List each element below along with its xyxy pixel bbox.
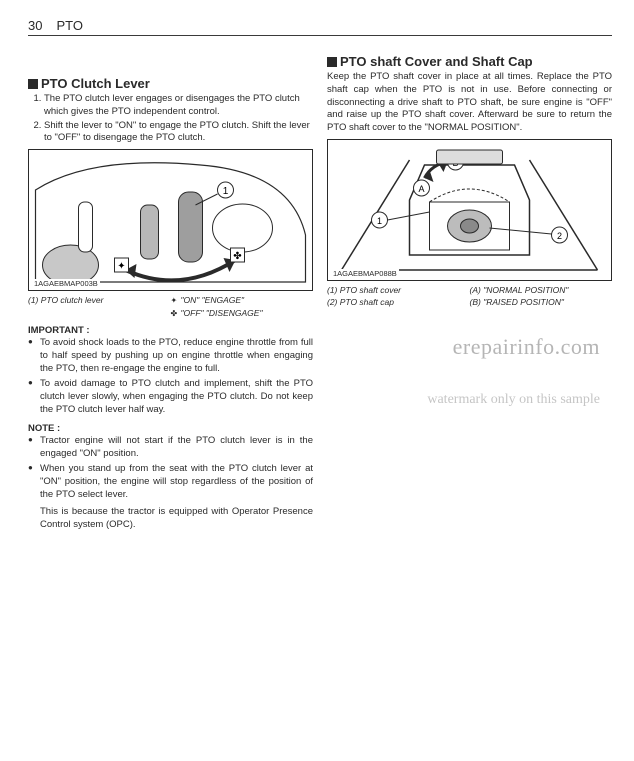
important-heading: IMPORTANT : xyxy=(28,325,313,336)
clover-icon: ✤ xyxy=(171,310,179,318)
figure-pto-cover: A B 1 2 1AGAEBMAP088B xyxy=(327,139,612,281)
note-heading: NOTE : xyxy=(28,423,313,434)
page-header: 30 PTO xyxy=(28,18,612,36)
legend-item: (B) "RAISED POSITION" xyxy=(470,296,613,308)
note-continuation: This is because the tractor is equipped … xyxy=(40,506,313,532)
clover-icon: ✦ xyxy=(171,297,179,305)
figure-pto-cover-svg: A B 1 2 xyxy=(328,140,611,280)
section-title-pto-cover: PTO shaft Cover and Shaft Cap xyxy=(327,54,612,69)
left-column: PTO Clutch Lever The PTO clutch lever en… xyxy=(28,54,313,531)
page: 30 PTO PTO Clutch Lever The PTO clutch l… xyxy=(0,0,634,531)
figure-legend: (1) PTO shaft cover (A) "NORMAL POSITION… xyxy=(327,284,612,309)
section-title-pto-clutch: PTO Clutch Lever xyxy=(28,76,313,91)
square-bullet-icon xyxy=(28,79,38,89)
figure-code: 1AGAEBMAP003B xyxy=(32,279,100,288)
square-bullet-icon xyxy=(327,57,337,67)
note-item: When you stand up from the seat with the… xyxy=(40,463,313,501)
figure-pto-clutch-svg: ✦ ✤ 1 xyxy=(29,150,312,290)
svg-text:1: 1 xyxy=(223,186,229,197)
important-item: To avoid damage to PTO clutch and implem… xyxy=(40,378,313,416)
figure-pto-clutch: ✦ ✤ 1 1AGAEBMAP003B xyxy=(28,149,313,291)
figure-legend: (1) PTO clutch lever ✦"ON" "ENGAGE" ✤"OF… xyxy=(28,294,313,319)
step-item: Shift the lever to "ON" to engage the PT… xyxy=(44,120,313,146)
note-item: Tractor engine will not start if the PTO… xyxy=(40,435,313,461)
important-item: To avoid shock loads to the PTO, reduce … xyxy=(40,337,313,375)
steps-list: The PTO clutch lever engages or disengag… xyxy=(28,93,313,145)
svg-text:2: 2 xyxy=(557,231,562,241)
note-list: Tractor engine will not start if the PTO… xyxy=(28,435,313,502)
svg-text:A: A xyxy=(418,184,424,194)
page-title: PTO xyxy=(56,18,83,33)
svg-text:✦: ✦ xyxy=(117,261,125,272)
right-column: PTO shaft Cover and Shaft Cap Keep the P… xyxy=(327,54,612,531)
important-list: To avoid shock loads to the PTO, reduce … xyxy=(28,337,313,417)
columns: PTO Clutch Lever The PTO clutch lever en… xyxy=(28,54,612,531)
section-title-text: PTO Clutch Lever xyxy=(41,76,150,91)
page-number: 30 xyxy=(28,18,42,33)
legend-item: (1) PTO clutch lever xyxy=(28,294,171,306)
legend-item: (2) PTO shaft cap xyxy=(327,296,470,308)
step-item: The PTO clutch lever engages or disengag… xyxy=(44,93,313,119)
legend-off: ✤"OFF" "DISENGAGE" xyxy=(171,307,314,319)
svg-text:✤: ✤ xyxy=(233,251,241,262)
legend-item: (1) PTO shaft cover xyxy=(327,284,470,296)
legend-on: ✦"ON" "ENGAGE" xyxy=(171,294,314,306)
section-title-text: PTO shaft Cover and Shaft Cap xyxy=(340,54,533,69)
legend-item: (A) "NORMAL POSITION" xyxy=(470,284,613,296)
intro-text: Keep the PTO shaft cover in place at all… xyxy=(327,71,612,135)
figure-code: 1AGAEBMAP088B xyxy=(331,269,399,278)
svg-text:1: 1 xyxy=(377,216,382,226)
